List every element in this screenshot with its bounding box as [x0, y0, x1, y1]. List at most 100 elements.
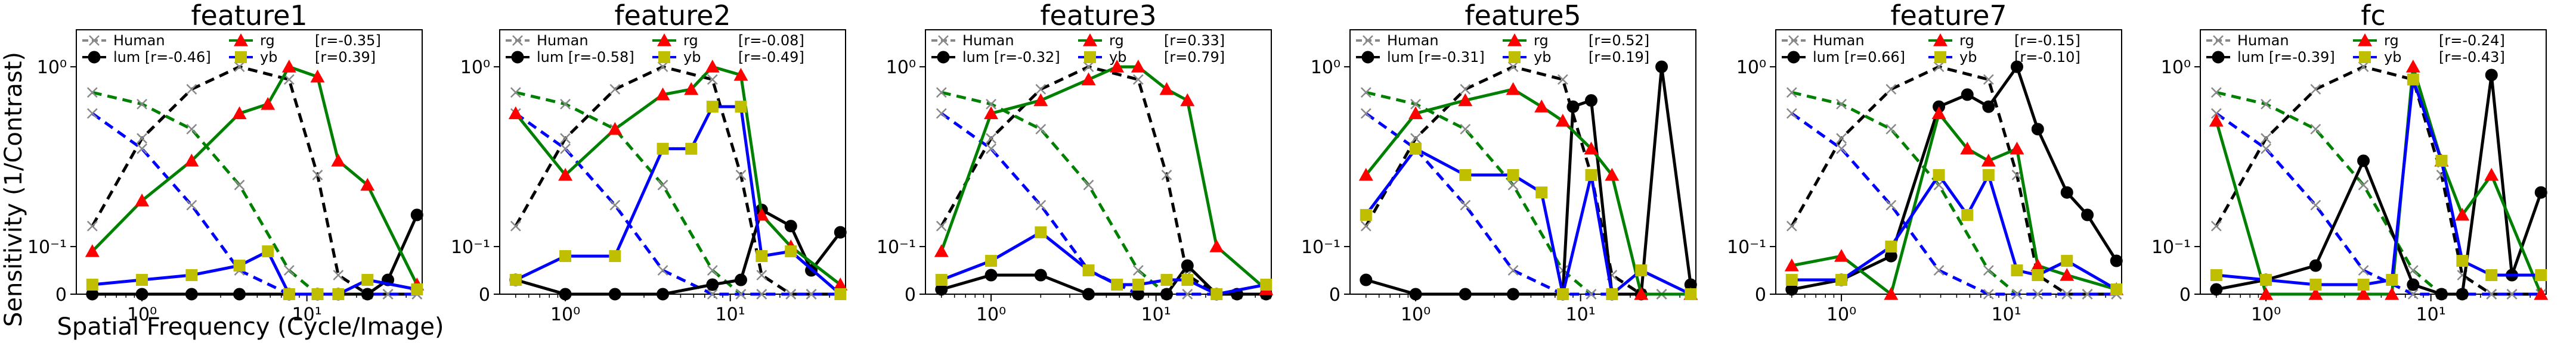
series-yb-point: [1111, 279, 1123, 291]
series-yb-point: [233, 260, 246, 272]
series-yb-point: [1885, 241, 1897, 253]
human-point: [1933, 61, 1945, 73]
figure-xlabel: Spatial Frequency (Cycle/Image): [57, 313, 444, 341]
human-point: [657, 179, 668, 191]
series-yb-point: [1160, 274, 1173, 286]
series-yb-point: [411, 283, 423, 296]
legend-rg-label: rg: [2384, 32, 2399, 49]
series-yb-point: [311, 288, 324, 300]
human-lum-line: [1364, 65, 1691, 296]
y-tick-label: 10⁰: [1311, 57, 1340, 78]
y-tick-label: 10⁻¹: [877, 237, 916, 258]
series-lum-line: [2216, 74, 2543, 296]
y-tick-label: 0: [1329, 285, 1340, 305]
y-tick-label: 0: [2179, 285, 2191, 305]
y-tick-label: 10⁻¹: [1301, 237, 1340, 258]
y-tick-label: 0: [905, 285, 916, 305]
series-yb-point: [2357, 279, 2370, 291]
y-tick-label: 0: [1755, 285, 1766, 305]
legend-rg-r: [r=-0.15]: [2014, 32, 2080, 49]
series-lum-point: [2110, 254, 2123, 267]
series-rg-point: [1033, 93, 1048, 107]
x-tick-label: 10¹: [1141, 304, 1171, 325]
y-tick-label: 10⁻¹: [451, 237, 490, 258]
legend-rg-marker: [234, 33, 248, 46]
series-yb-point: [332, 288, 345, 300]
series-rg-point: [833, 277, 848, 291]
series-yb-point: [609, 250, 621, 263]
series-lum-point: [1034, 269, 1047, 282]
human-point: [560, 143, 571, 154]
human-point: [1035, 83, 1046, 95]
human-point: [1161, 170, 1172, 180]
human-point: [234, 179, 245, 191]
chart-title: fc: [2361, 0, 2386, 32]
series-rg-point: [733, 67, 748, 81]
series-rg-point: [754, 207, 769, 221]
series-rg-line: [514, 65, 841, 286]
series-yb-point: [509, 274, 522, 286]
series-lum-point: [135, 288, 148, 301]
human-point: [735, 289, 747, 300]
human-rg-line: [515, 91, 841, 296]
human-point: [1557, 74, 1568, 85]
series-lum-point: [2060, 186, 2073, 199]
series-lum-point: [2031, 123, 2044, 136]
x-tick-label: 10⁰: [976, 304, 1006, 325]
legend-yb-marker: [1084, 51, 1096, 63]
human-point: [657, 61, 668, 73]
human-point: [1507, 265, 1519, 276]
series-lum-point: [2010, 60, 2023, 73]
human-point: [2506, 289, 2518, 300]
series-rg-point: [1584, 141, 1599, 155]
series-rg-point: [1555, 114, 1570, 127]
series-yb-point: [2110, 283, 2123, 296]
x-tick-label: 10¹: [1992, 304, 2021, 325]
legend-human-marker: [1788, 35, 1799, 46]
legend-rg-r: [r=0.33]: [1164, 32, 1225, 49]
x-tick-label: 10⁰: [127, 304, 157, 325]
legend-rg-r: [r=-0.35]: [315, 32, 381, 49]
series-yb-point: [2210, 269, 2222, 282]
x-tick-label: 10⁰: [550, 304, 580, 325]
legend-yb-r: [r=0.79]: [1164, 49, 1225, 66]
series-lum-point: [834, 226, 847, 239]
series-yb-point: [559, 250, 572, 263]
series-yb-point: [2407, 73, 2419, 86]
series-yb-point: [2309, 279, 2322, 291]
legend-lum-label: lum [r=-0.32]: [962, 49, 1060, 66]
series-yb-point: [1585, 169, 1597, 181]
series-yb-point: [1556, 288, 1569, 300]
legend-lum-marker: [2212, 51, 2225, 64]
series-yb-point: [735, 101, 747, 113]
series-rg-point: [1081, 72, 1096, 86]
series-rg-point: [608, 121, 623, 135]
series-yb-point: [361, 274, 374, 286]
series-rg-point: [232, 106, 247, 120]
human-point: [785, 289, 797, 300]
human-point: [1786, 108, 1797, 119]
series-rg-point: [1358, 167, 1373, 181]
series-yb-point: [2535, 269, 2547, 282]
series-rg-point: [508, 106, 523, 120]
series-yb-point: [756, 250, 768, 263]
legend-lum-marker: [511, 51, 524, 64]
series-lum-point: [784, 220, 797, 233]
human-point: [1885, 199, 1897, 211]
legend-rg-r: [r=-0.08]: [738, 32, 804, 49]
series-yb-point: [1685, 288, 1697, 300]
human-point: [283, 74, 295, 85]
human-point: [1786, 220, 1797, 232]
series-rg-point: [1960, 141, 1975, 155]
legend-human-label: Human: [537, 32, 589, 49]
series-lum-point: [734, 273, 747, 286]
human-point: [137, 133, 147, 144]
series-lum-point: [2357, 154, 2370, 167]
series-rg-point: [655, 87, 670, 101]
series-rg-point: [85, 244, 100, 257]
